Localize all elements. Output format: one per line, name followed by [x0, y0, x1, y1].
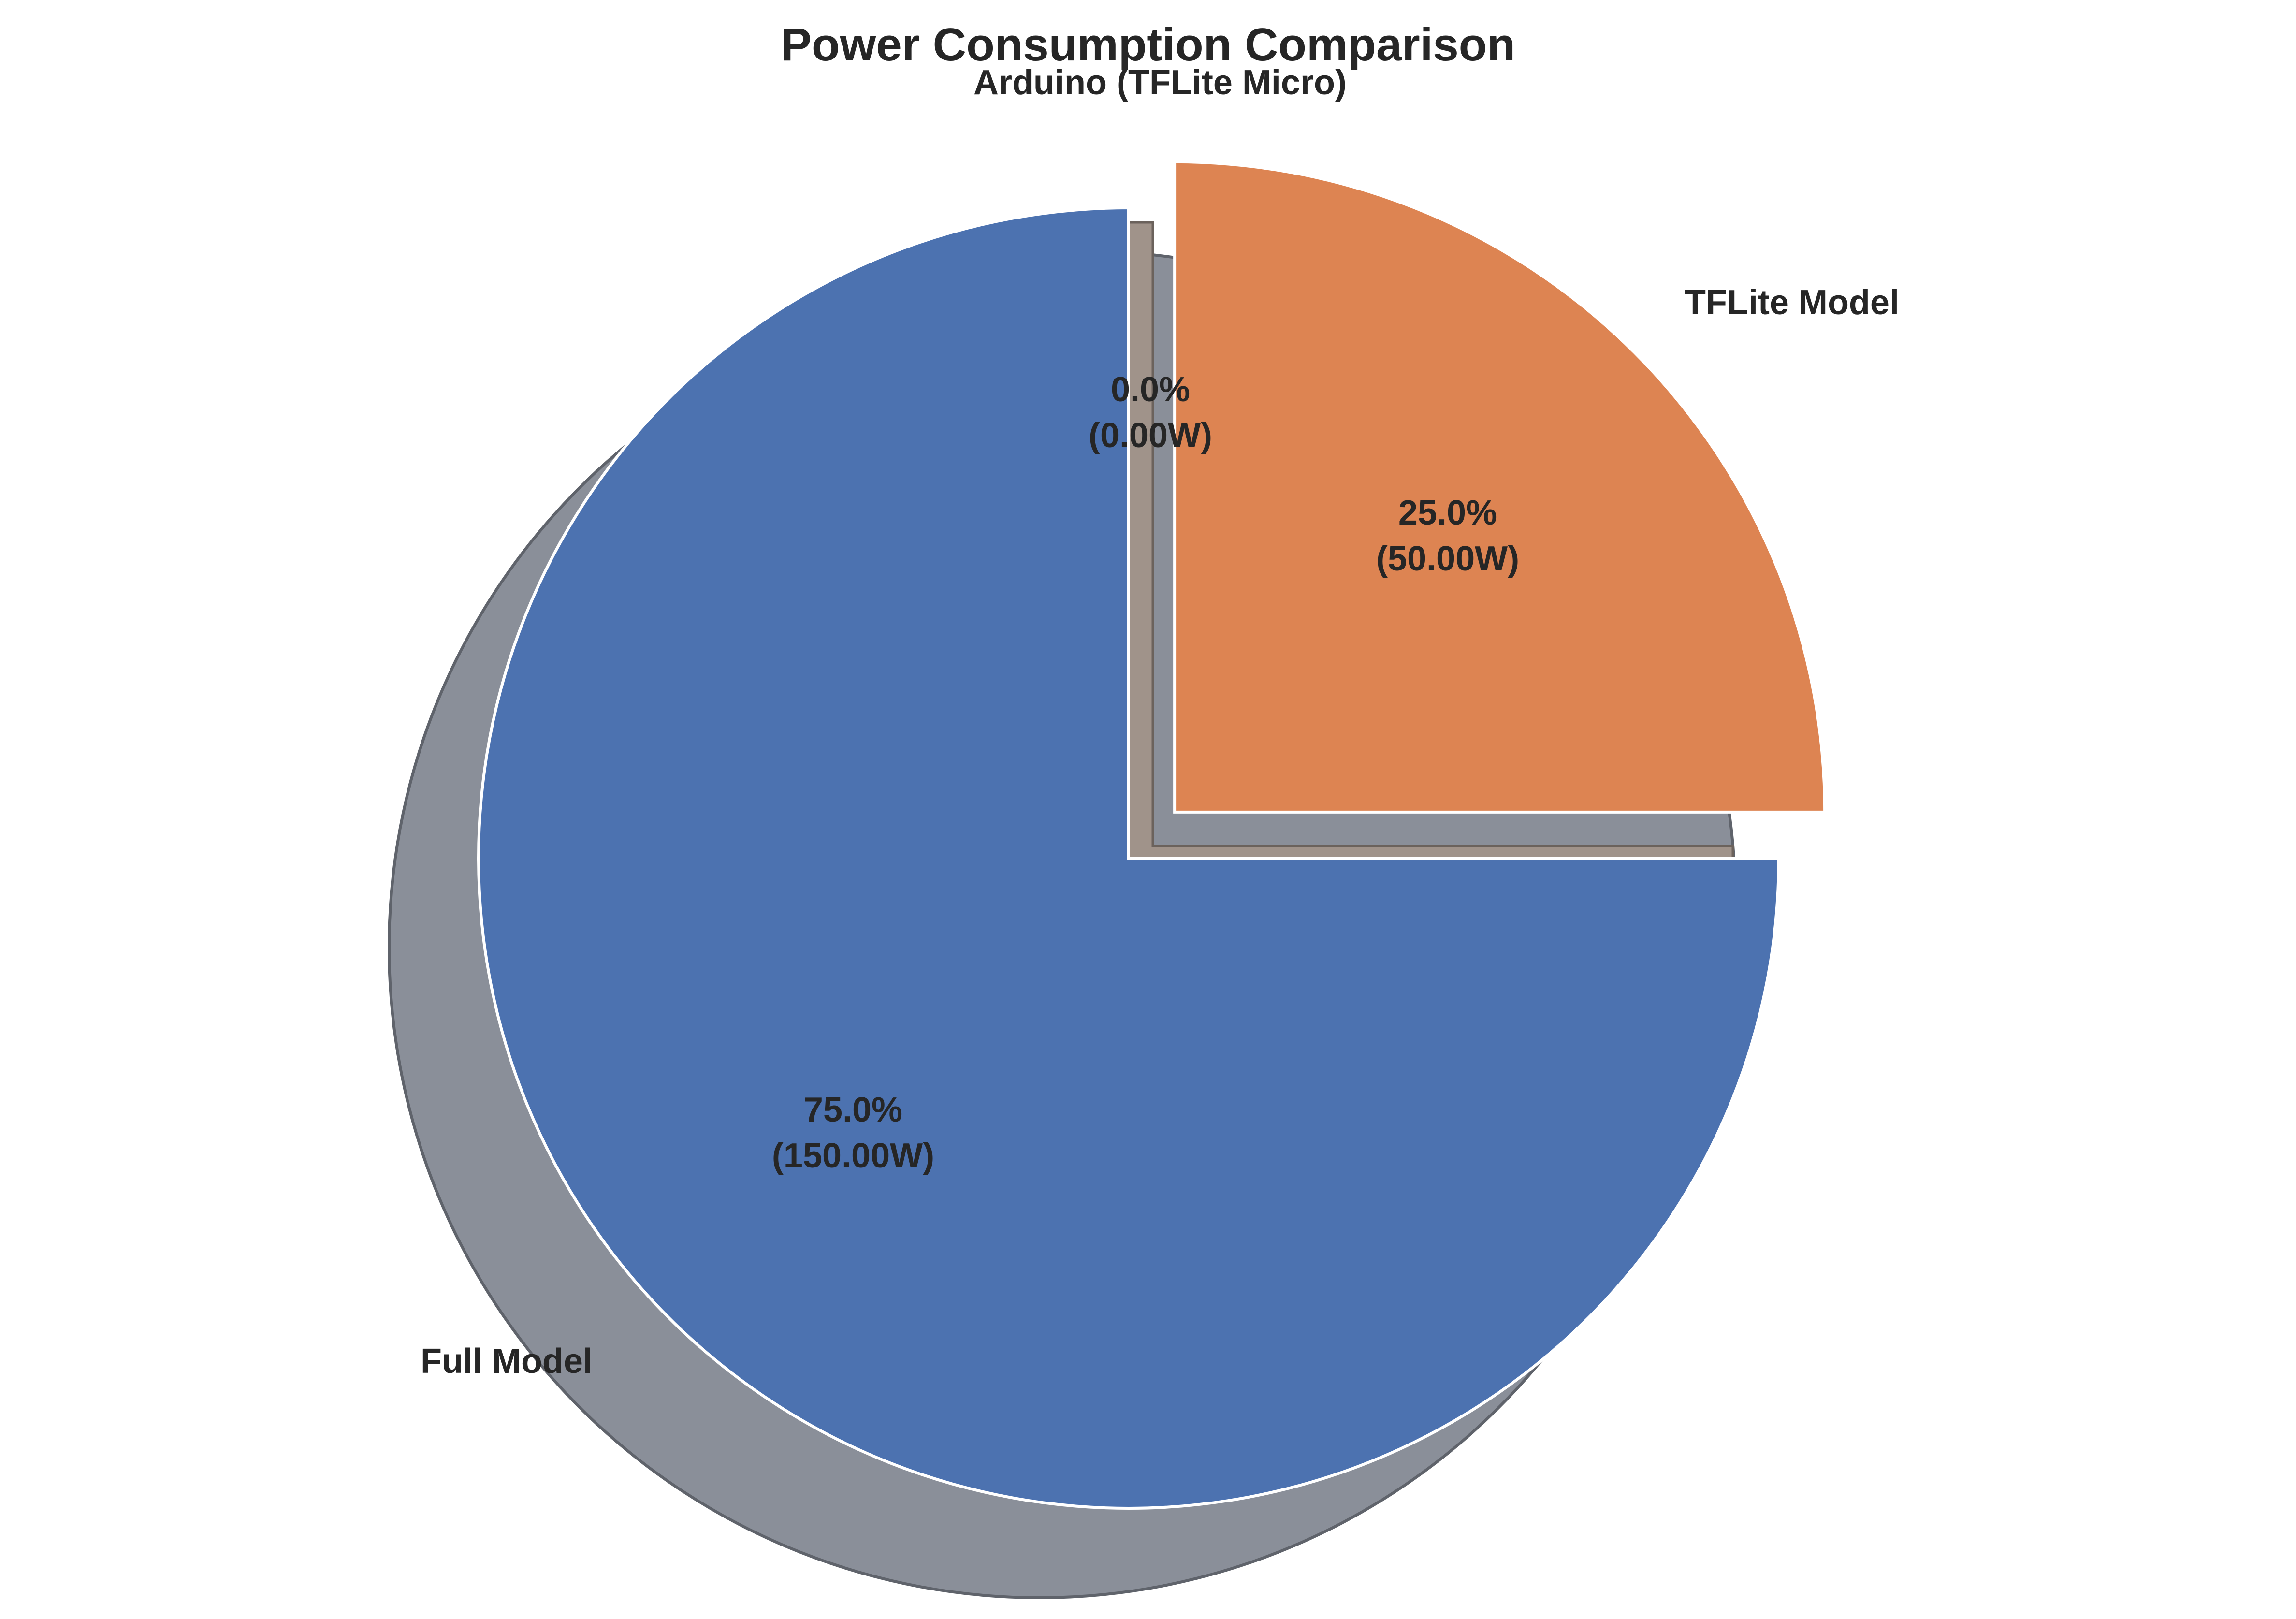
watts-tflite-model: (50.00W): [1376, 540, 1519, 578]
slice-full-model: [477, 206, 1781, 1510]
slice-tflite-model: [1173, 160, 1827, 814]
label-layer: Full Model TFLite Model Arduino (TFLite …: [421, 63, 1899, 1381]
label-tflite-model: TFLite Model: [1685, 283, 1899, 322]
label-full-model: Full Model: [421, 1342, 593, 1381]
watts-full-model: (150.00W): [772, 1137, 934, 1175]
pct-tflite-model: 25.0%: [1398, 494, 1497, 532]
chart-title: Power Consumption Comparison: [781, 19, 1515, 71]
watts-arduino: (0.00W): [1089, 416, 1212, 455]
slice-layer: [477, 160, 1827, 1510]
pct-full-model: 75.0%: [804, 1091, 902, 1129]
pct-arduino: 0.0%: [1111, 370, 1190, 409]
label-arduino: Arduino (TFLite Micro): [974, 63, 1347, 102]
